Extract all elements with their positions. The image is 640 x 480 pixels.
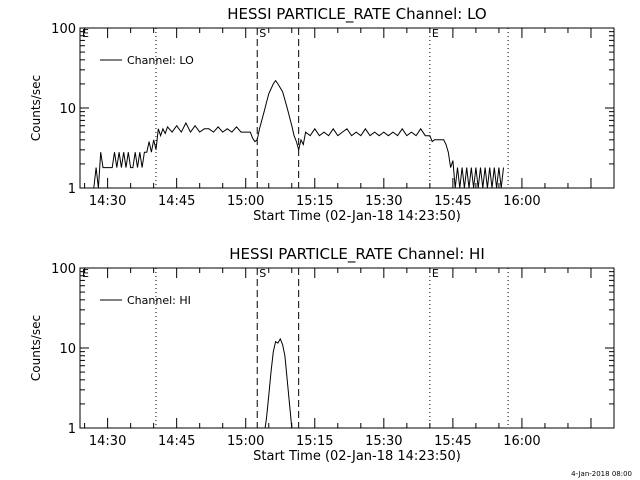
x-axis-label: Start Time (02-Jan-18 14:23:50) [253, 449, 461, 464]
x-tick-label: 15:45 [434, 434, 471, 449]
event-marker-label: S [259, 267, 266, 280]
event-marker-label: E [82, 267, 89, 280]
y-axis-label: Counts/sec [29, 315, 43, 381]
legend-entry: Channel: LO [127, 54, 194, 67]
y-tick-label: 1 [68, 182, 76, 197]
x-tick-label: 14:30 [89, 434, 126, 449]
event-marker-label: S [259, 27, 266, 40]
legend-entry: Channel: HI [127, 294, 191, 307]
chart-title: HESSI PARTICLE_RATE Channel: LO [227, 5, 486, 24]
y-tick-label: 100 [51, 262, 76, 277]
chart-title: HESSI PARTICLE_RATE Channel: HI [229, 245, 485, 264]
generation-timestamp: 4-Jan-2018 08:00 [571, 470, 632, 478]
series-line [93, 79, 504, 189]
y-tick-label: 10 [59, 102, 76, 117]
x-axis-label: Start Time (02-Jan-18 14:23:50) [253, 209, 461, 224]
x-tick-label: 16:00 [503, 434, 540, 449]
plot-frame [79, 27, 615, 189]
x-tick-label: 15:00 [227, 434, 264, 449]
chart-panel-1: HESSI PARTICLE_RATE Channel: LO 1 10 100 14:… [29, 5, 615, 224]
x-tick-label: 14:45 [158, 434, 195, 449]
x-tick-label: 15:00 [227, 194, 264, 209]
y-axis-label: Counts/sec [29, 75, 43, 141]
event-marker-label: E [432, 267, 439, 280]
x-tick-label: 14:45 [158, 194, 195, 209]
x-tick-label: 15:15 [296, 194, 333, 209]
x-tick-label: 15:30 [365, 434, 402, 449]
x-tick-label: 14:30 [89, 194, 126, 209]
series-line [264, 337, 293, 429]
x-tick-label: 15:45 [434, 194, 471, 209]
plot-frame [79, 267, 615, 429]
event-marker-label: E [432, 27, 439, 40]
chart-panel-2: HESSI PARTICLE_RATE Channel: HI 1 10 100 14:… [29, 245, 615, 464]
y-tick-label: 10 [59, 342, 76, 357]
event-marker-label: E [82, 27, 89, 40]
x-tick-label: 15:30 [365, 194, 402, 209]
y-tick-label: 100 [51, 22, 76, 37]
x-tick-label: 16:00 [503, 194, 540, 209]
y-tick-label: 1 [68, 422, 76, 437]
x-tick-label: 15:15 [296, 434, 333, 449]
